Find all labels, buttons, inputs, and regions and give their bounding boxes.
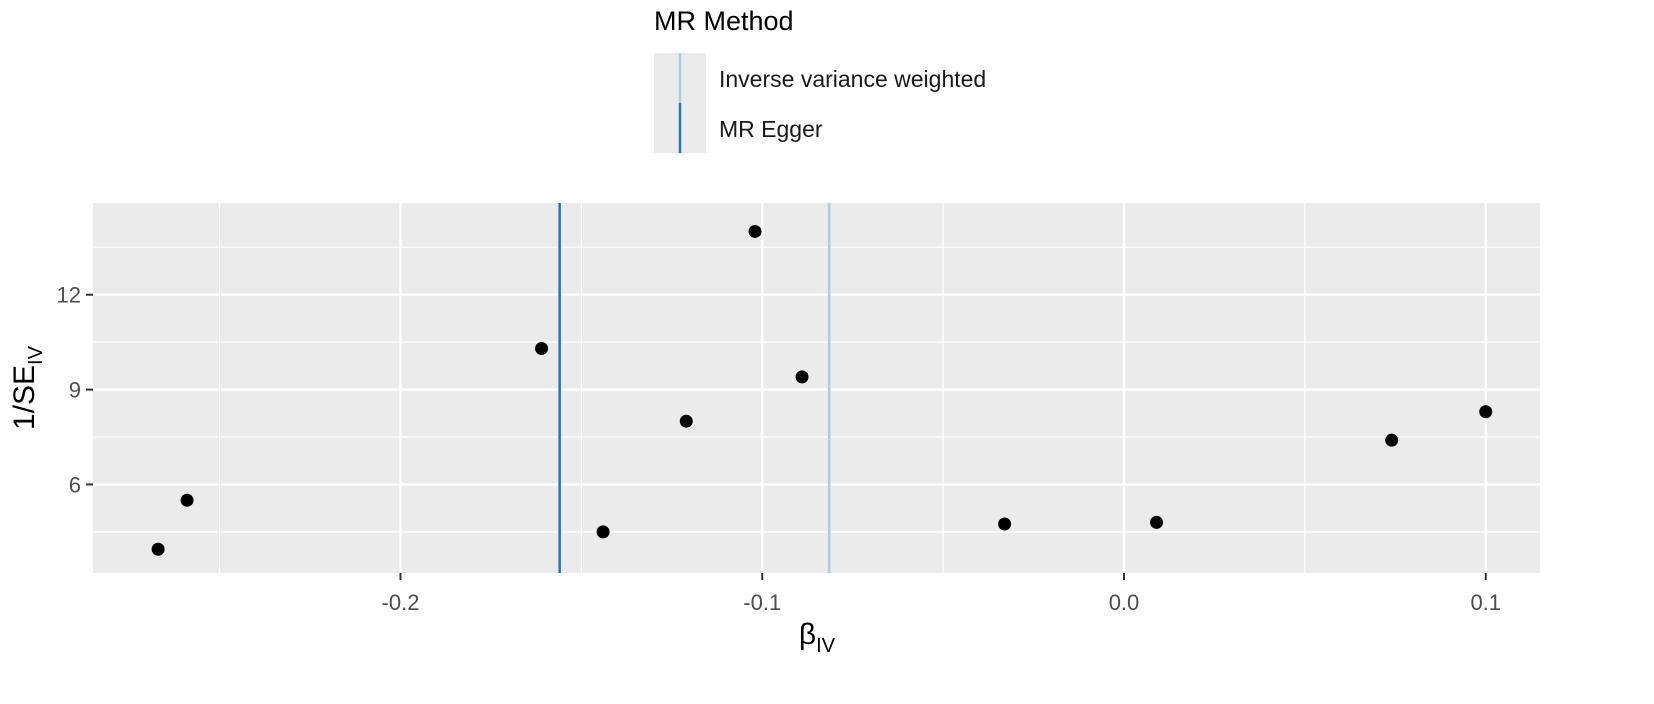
x-tick-label: 0.1 <box>1470 590 1501 615</box>
data-point <box>1150 515 1164 529</box>
legend-label-egger: MR Egger <box>719 116 823 142</box>
data-point <box>1479 405 1493 419</box>
legend: MR Method Inverse variance weighted MR E… <box>654 6 986 153</box>
y-axis-title-main: 1/SE <box>8 365 41 430</box>
data-point <box>998 517 1012 531</box>
x-axis: -0.2 -0.1 0.0 0.1 <box>382 573 1501 615</box>
y-axis-title: 1/SEIV <box>8 345 47 430</box>
data-point <box>535 341 549 355</box>
data-point <box>596 525 610 539</box>
y-axis: 6 9 12 <box>57 283 93 497</box>
x-tick-label: 0.0 <box>1109 590 1140 615</box>
data-point <box>180 493 194 507</box>
method-lines <box>558 203 831 573</box>
legend-title: MR Method <box>654 6 794 36</box>
data-point <box>1385 433 1399 447</box>
data-points <box>151 224 1493 556</box>
x-axis-title-subscript: IV <box>816 635 836 657</box>
plot-panel <box>93 203 1540 573</box>
legend-label-ivw: Inverse variance weighted <box>719 66 986 92</box>
x-axis-title: βIV <box>799 618 836 657</box>
y-axis-title-subscript: IV <box>25 345 47 365</box>
x-axis-title-main: β <box>799 618 816 651</box>
y-tick-label: 6 <box>69 472 81 497</box>
data-point <box>748 224 762 238</box>
major-gridlines <box>93 203 1540 573</box>
y-tick-label: 12 <box>57 283 81 308</box>
minor-gridlines <box>93 203 1540 573</box>
x-tick-label: -0.2 <box>382 590 420 615</box>
data-point <box>151 542 165 556</box>
x-tick-label: -0.1 <box>743 590 781 615</box>
data-point <box>679 414 693 428</box>
data-point <box>795 370 809 384</box>
y-tick-label: 9 <box>69 378 81 403</box>
